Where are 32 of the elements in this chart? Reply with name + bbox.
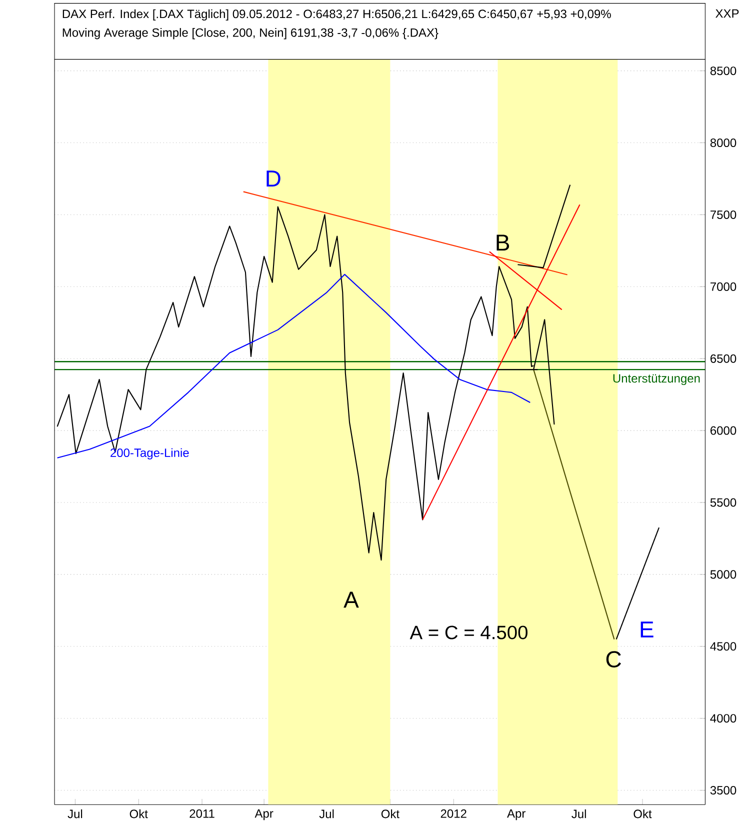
- x-tick-label: Okt: [382, 809, 400, 818]
- annotation: E: [640, 622, 654, 638]
- x-tick-label: 2012: [440, 809, 466, 818]
- y-tick-label: 5000: [710, 570, 736, 579]
- x-tick-label: Apr: [254, 809, 274, 820]
- x-tick-label: Okt: [634, 809, 652, 818]
- x-tick-label: Jul: [319, 809, 334, 818]
- x-tick-label: 2011: [190, 809, 214, 818]
- annotation: A = C = 4.500: [410, 626, 528, 640]
- y-tick-label: 7000: [710, 282, 736, 291]
- y-tick-label: 8500: [710, 66, 736, 76]
- annotation: B: [496, 234, 510, 251]
- y-tick-label: 6500: [710, 354, 736, 363]
- y-tick-label: 7500: [710, 210, 736, 219]
- annotation: D: [266, 170, 280, 186]
- chart-subtitle: Moving Average Simple [Close, 200, Nein] 6191,38 -3,7 -0,06% {.DAX}: [62, 28, 438, 40]
- annotation: C: [606, 651, 622, 668]
- annotation: A: [344, 592, 359, 608]
- y-tick-label: 6000: [710, 426, 736, 435]
- x-tick-label: Jul: [572, 809, 586, 818]
- y-tick-label: 3500: [710, 786, 736, 795]
- y-tick-label: 8000: [710, 138, 736, 148]
- x-tick-label: Apr: [507, 809, 526, 820]
- x-tick-label: Jul: [68, 809, 82, 818]
- y-tick-label: 5500: [710, 498, 736, 507]
- chart-title: DAX Perf. Index [.DAX Täglich] 09.05.2012 - O:6483,27 H:6506,21 L:6429,65 C:6450,67 +5,93 +0,09%: [62, 9, 611, 21]
- y-tick-label: 4000: [710, 714, 736, 723]
- x-tick-label: Okt: [130, 809, 148, 818]
- ref-line-label: Unterstützungen: [613, 374, 700, 385]
- series-label: 200-Tage-Linie: [110, 448, 189, 460]
- text: XXP: [716, 9, 739, 18]
- y-tick-label: 4500: [710, 642, 736, 651]
